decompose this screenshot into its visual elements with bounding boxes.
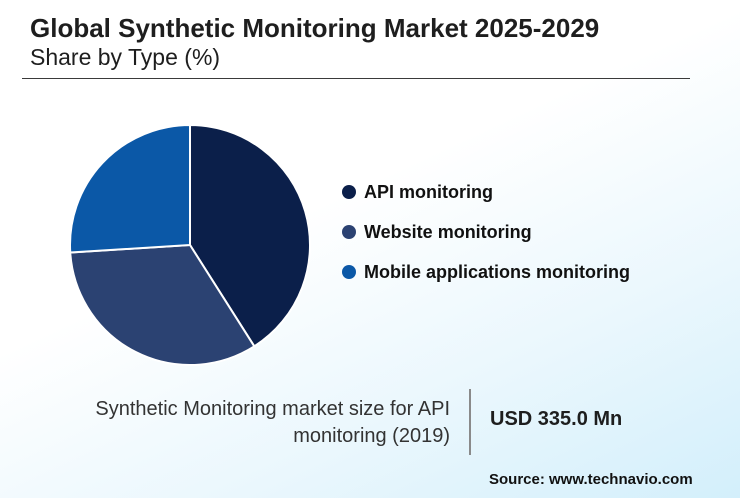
pie-slice-website — [69, 243, 256, 366]
legend-item-api: API monitoring — [342, 172, 630, 212]
title-divider — [22, 78, 690, 79]
legend-swatch-website — [342, 225, 356, 239]
market-size-caption: Synthetic Monitoring market size for API… — [95, 398, 450, 447]
chart-subtitle: Share by Type (%) — [30, 44, 221, 70]
caption-divider — [469, 389, 471, 455]
legend-label-mobile: Mobile applications monitoring — [364, 261, 631, 282]
legend: API monitoring Website monitoring Mobile… — [342, 172, 630, 292]
legend-item-mobile: Mobile applications monitoring — [342, 252, 630, 292]
market-size-value: USD 335.0 Mn — [490, 408, 623, 430]
legend-swatch-mobile — [342, 265, 356, 279]
legend-label-api: API monitoring — [364, 181, 493, 202]
legend-label-website: Website monitoring — [364, 221, 532, 242]
pie-slice-mobile — [69, 123, 191, 254]
legend-swatch-api — [342, 185, 356, 199]
legend-item-website: Website monitoring — [342, 212, 630, 252]
source-credit: Source: www.technavio.com — [489, 471, 693, 488]
chart-title: Global Synthetic Monitoring Market 2025-… — [30, 13, 600, 43]
